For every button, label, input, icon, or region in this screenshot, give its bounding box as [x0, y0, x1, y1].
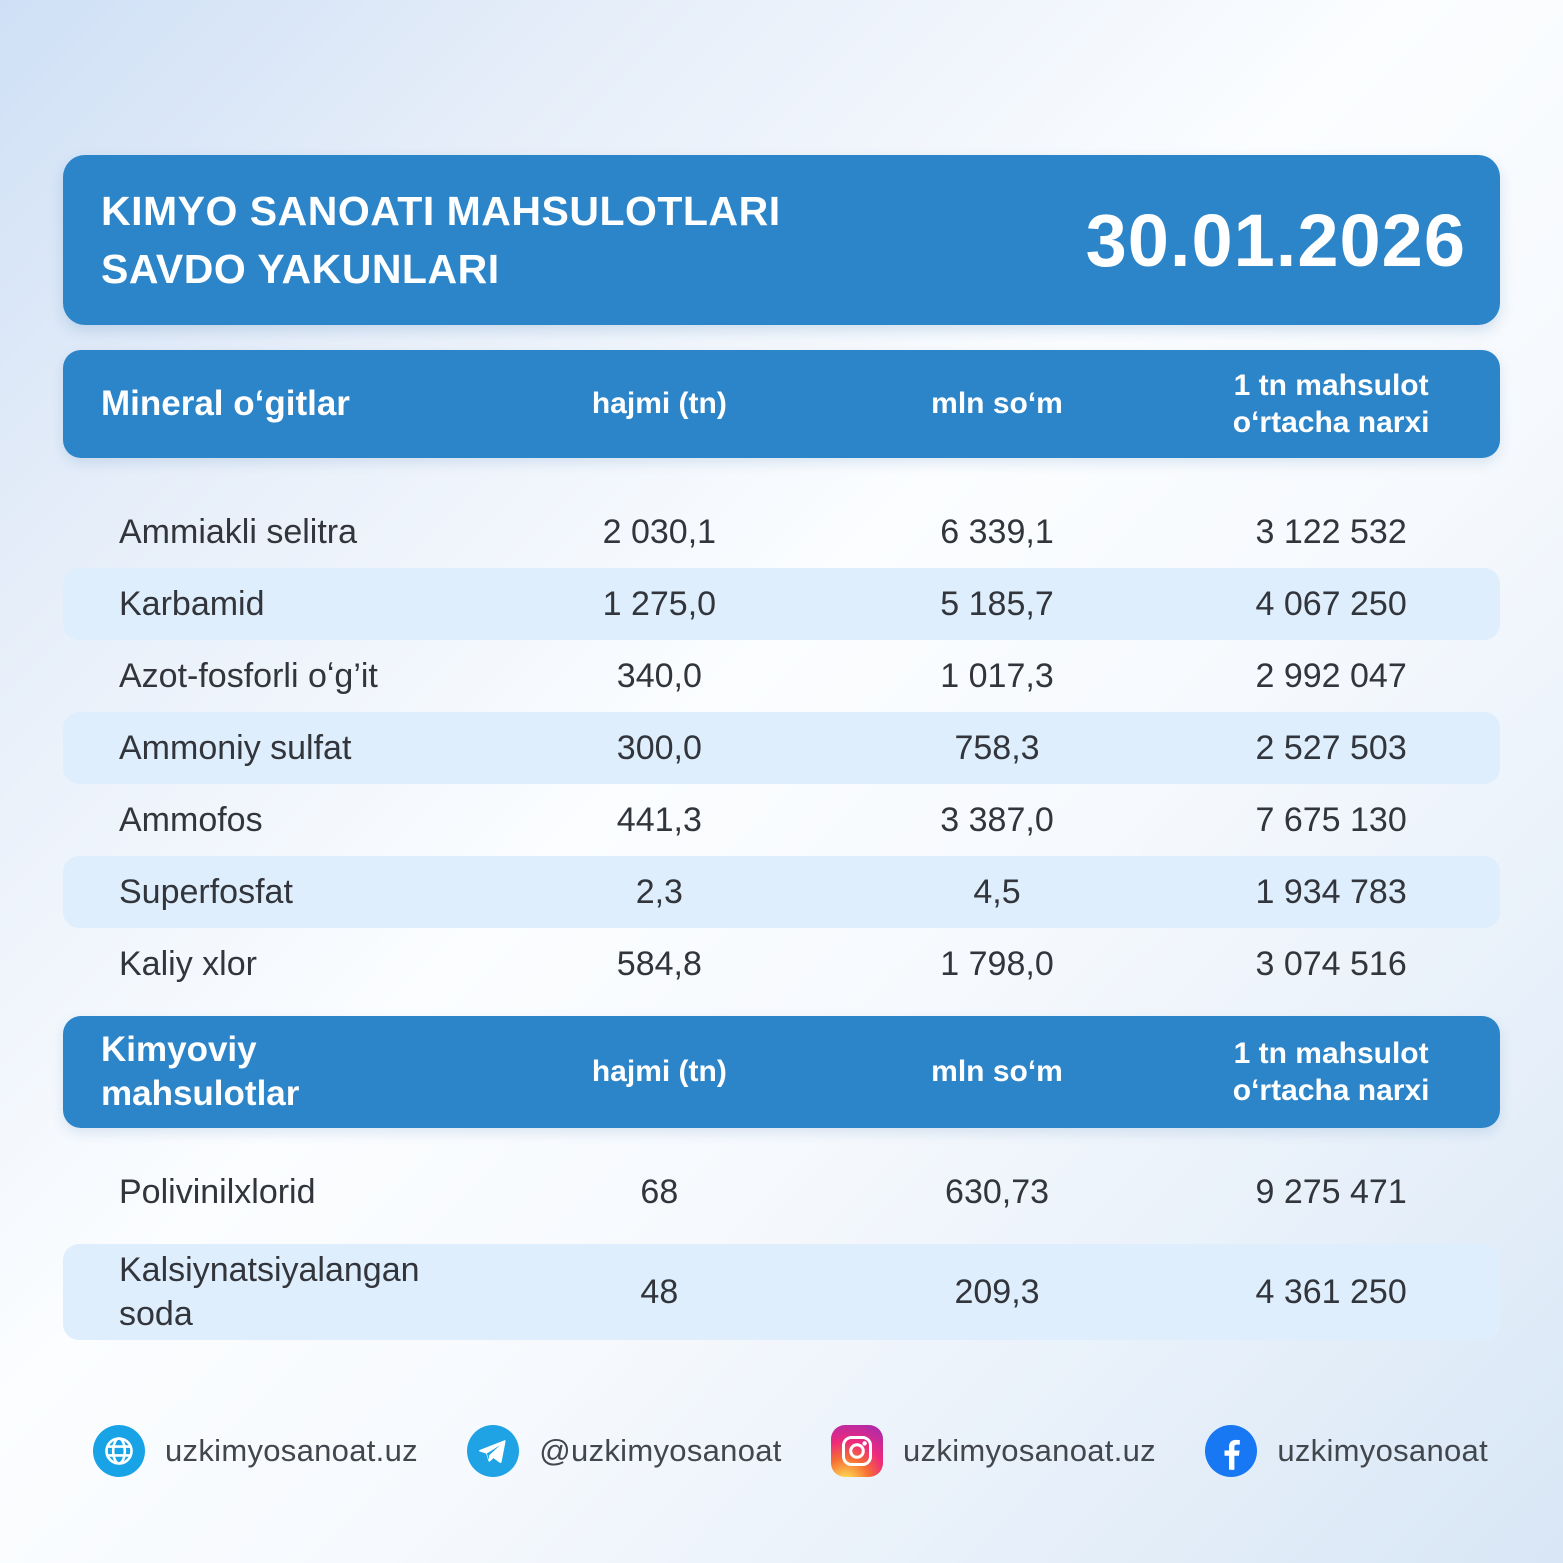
- table-row: Ammofos 441,3 3 387,0 7 675 130: [63, 784, 1500, 856]
- table-row: Kalsiynatsiyalangan soda 48 209,3 4 361 …: [63, 1244, 1500, 1340]
- amount-value: 1 017,3: [940, 656, 1054, 695]
- volume-value: 300,0: [616, 728, 702, 767]
- product-name: Ammofos: [119, 800, 263, 839]
- table-row: Azot-fosforli oʻg’it 340,0 1 017,3 2 992…: [63, 640, 1500, 712]
- product-name: Kaliy xlor: [119, 944, 257, 983]
- table-row: Ammoniy sulfat 300,0 758,3 2 527 503: [63, 712, 1500, 784]
- amount-value: 4,5: [973, 872, 1021, 911]
- table1-col-price: 1 tn mahsulot oʻrtacha narxi: [1232, 368, 1430, 440]
- volume-value: 2 030,1: [602, 512, 717, 551]
- footer: uzkimyosanoat.uz @uzkimyosanoat: [63, 1425, 1500, 1477]
- footer-item-instagram[interactable]: uzkimyosanoat.uz: [831, 1425, 1156, 1477]
- footer-item-telegram[interactable]: @uzkimyosanoat: [467, 1425, 781, 1477]
- table2-body: Polivinilxlorid 68 630,73 9 275 471 Kals…: [63, 1140, 1500, 1340]
- facebook-icon: [1205, 1425, 1258, 1477]
- table1-col-mln-som: mln soʻm: [931, 387, 1063, 420]
- amount-value: 5 185,7: [940, 584, 1054, 623]
- globe-icon: [93, 1425, 145, 1477]
- product-name: Polivinilxlorid: [119, 1172, 316, 1211]
- amount-value: 758,3: [954, 728, 1040, 767]
- volume-value: 1 275,0: [602, 584, 717, 623]
- header-card: KIMYO SANOATI MAHSULOTLARI SAVDO YAKUNLA…: [63, 155, 1500, 325]
- table2-title-line1: Kimyoviy: [101, 1030, 257, 1070]
- price-value: 7 675 130: [1255, 800, 1407, 839]
- price-value: 3 122 532: [1255, 512, 1407, 551]
- volume-value: 441,3: [616, 800, 702, 839]
- amount-value: 3 387,0: [940, 800, 1054, 839]
- telegram-icon: [467, 1425, 520, 1477]
- website-label: uzkimyosanoat.uz: [165, 1433, 418, 1468]
- product-name: Kalsiynatsiyalangan soda: [119, 1250, 420, 1333]
- amount-value: 6 339,1: [940, 512, 1054, 551]
- volume-value: 584,8: [616, 944, 702, 983]
- price-value: 2 527 503: [1255, 728, 1407, 767]
- price-value: 9 275 471: [1255, 1172, 1407, 1211]
- table-row: Karbamid 1 275,0 5 185,7 4 067 250: [63, 568, 1500, 640]
- table1-body: Ammiakli selitra 2 030,1 6 339,1 3 122 5…: [63, 496, 1500, 1000]
- price-value: 3 074 516: [1255, 944, 1407, 983]
- product-name: Azot-fosforli oʻg’it: [119, 656, 378, 695]
- amount-value: 1 798,0: [940, 944, 1054, 983]
- page-title-line1: KIMYO SANOATI MAHSULOTLARI: [101, 187, 781, 234]
- table2-title: Kimyoviy mahsulotlar: [63, 1028, 487, 1116]
- page-title: KIMYO SANOATI MAHSULOTLARI SAVDO YAKUNLA…: [101, 182, 781, 298]
- facebook-label: uzkimyosanoat: [1277, 1433, 1488, 1468]
- table-row: Polivinilxlorid 68 630,73 9 275 471: [63, 1140, 1500, 1244]
- price-value: 2 992 047: [1255, 656, 1407, 695]
- page-title-line2: SAVDO YAKUNLARI: [101, 246, 500, 292]
- instagram-icon: [831, 1425, 884, 1477]
- table1-header: Mineral oʻgitlar hajmi (tn) mln soʻm 1 t…: [63, 350, 1500, 458]
- amount-value: 630,73: [945, 1172, 1050, 1211]
- price-value: 4 067 250: [1255, 584, 1407, 623]
- instagram-label: uzkimyosanoat.uz: [903, 1433, 1156, 1468]
- product-name: Ammiakli selitra: [119, 512, 358, 551]
- product-name: Karbamid: [119, 584, 265, 623]
- table-row: Kaliy xlor 584,8 1 798,0 3 074 516: [63, 928, 1500, 1000]
- telegram-label: @uzkimyosanoat: [539, 1433, 782, 1468]
- table2-header: Kimyoviy mahsulotlar hajmi (tn) mln soʻm…: [63, 1016, 1500, 1128]
- volume-value: 2,3: [635, 872, 683, 911]
- table2-col-mln-som: mln soʻm: [931, 1055, 1063, 1088]
- footer-item-website[interactable]: uzkimyosanoat.uz: [93, 1425, 418, 1477]
- price-value: 4 361 250: [1255, 1272, 1407, 1311]
- amount-value: 209,3: [954, 1272, 1040, 1311]
- volume-value: 340,0: [616, 656, 702, 695]
- footer-item-facebook[interactable]: uzkimyosanoat: [1205, 1425, 1488, 1477]
- price-value: 1 934 783: [1255, 872, 1407, 911]
- table-row: Superfosfat 2,3 4,5 1 934 783: [63, 856, 1500, 928]
- volume-value: 68: [640, 1172, 679, 1211]
- table1-title: Mineral oʻgitlar: [101, 384, 350, 424]
- table2-col-hajmi: hajmi (tn): [591, 1055, 727, 1088]
- report-date: 30.01.2026: [1085, 198, 1466, 282]
- product-name: Superfosfat: [119, 872, 293, 911]
- table-row: Ammiakli selitra 2 030,1 6 339,1 3 122 5…: [63, 496, 1500, 568]
- table1-col-hajmi: hajmi (tn): [591, 387, 727, 420]
- table2-col-price: 1 tn mahsulot oʻrtacha narxi: [1232, 1036, 1430, 1108]
- volume-value: 48: [640, 1272, 679, 1311]
- product-name: Ammoniy sulfat: [119, 728, 352, 767]
- table2-title-line2: mahsulotlar: [101, 1074, 300, 1113]
- infographic-page: KIMYO SANOATI MAHSULOTLARI SAVDO YAKUNLA…: [63, 155, 1500, 1477]
